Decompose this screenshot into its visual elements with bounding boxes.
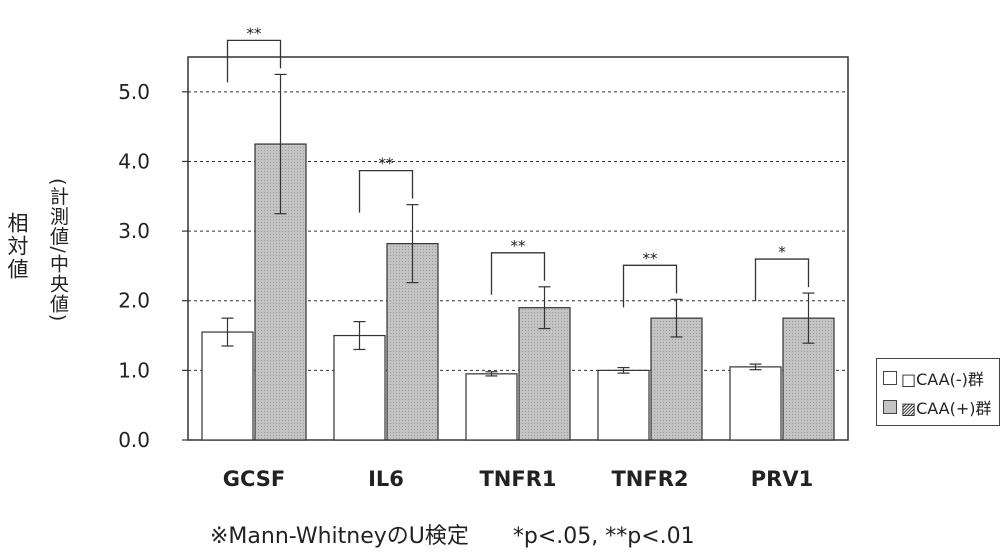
significance-label: ** <box>643 249 659 267</box>
significance-label: ** <box>247 24 263 42</box>
y-tick-label: 3.0 <box>118 219 150 243</box>
y-tick-label: 1.0 <box>118 358 150 382</box>
bar <box>518 307 571 441</box>
x-tick-label: TNFR2 <box>611 467 688 491</box>
y-tick-label: 5.0 <box>118 80 150 104</box>
legend-label-caa-negative: □CAA(-)群 <box>901 369 984 389</box>
bar <box>201 331 254 441</box>
significance-label: * <box>778 243 786 261</box>
y-axis-label: 相対値 <box>5 212 29 281</box>
plot-area <box>187 56 849 441</box>
significance-bracket <box>490 252 546 295</box>
legend-swatch-gray <box>883 399 897 414</box>
x-tick-label: GCSF <box>223 467 286 491</box>
x-tick-label: TNFR1 <box>479 467 556 491</box>
significance-label: ** <box>511 237 527 255</box>
legend-label-caa-positive: ▨CAA(+)群 <box>901 398 992 418</box>
bar <box>597 369 650 441</box>
significance-bracket <box>358 169 414 213</box>
y-tick-label: 0.0 <box>118 428 150 452</box>
x-tick-label: PRV1 <box>751 467 813 491</box>
significance-label: ** <box>379 155 395 173</box>
y-tick-label: 2.0 <box>118 289 150 313</box>
legend-swatch-white <box>883 370 897 385</box>
footnote: ※Mann-WhitneyのU検定 *p<.05, **p<.01 <box>210 524 695 549</box>
legend: □CAA(-)群 ▨CAA(+)群 <box>876 358 1000 426</box>
bar <box>333 334 386 441</box>
bar <box>729 366 782 441</box>
significance-bracket <box>622 264 678 308</box>
x-tick-label: IL6 <box>368 467 404 491</box>
bar <box>465 373 518 441</box>
bar <box>650 317 703 441</box>
legend-item-caa-positive: ▨CAA(+)群 <box>883 392 993 421</box>
legend-item-caa-negative: □CAA(-)群 <box>883 363 993 392</box>
significance-bracket <box>754 258 810 302</box>
y-axis-sublabel: (計測値/中央値) <box>47 178 69 323</box>
significance-bracket <box>226 39 282 83</box>
y-tick-label: 4.0 <box>118 149 150 173</box>
